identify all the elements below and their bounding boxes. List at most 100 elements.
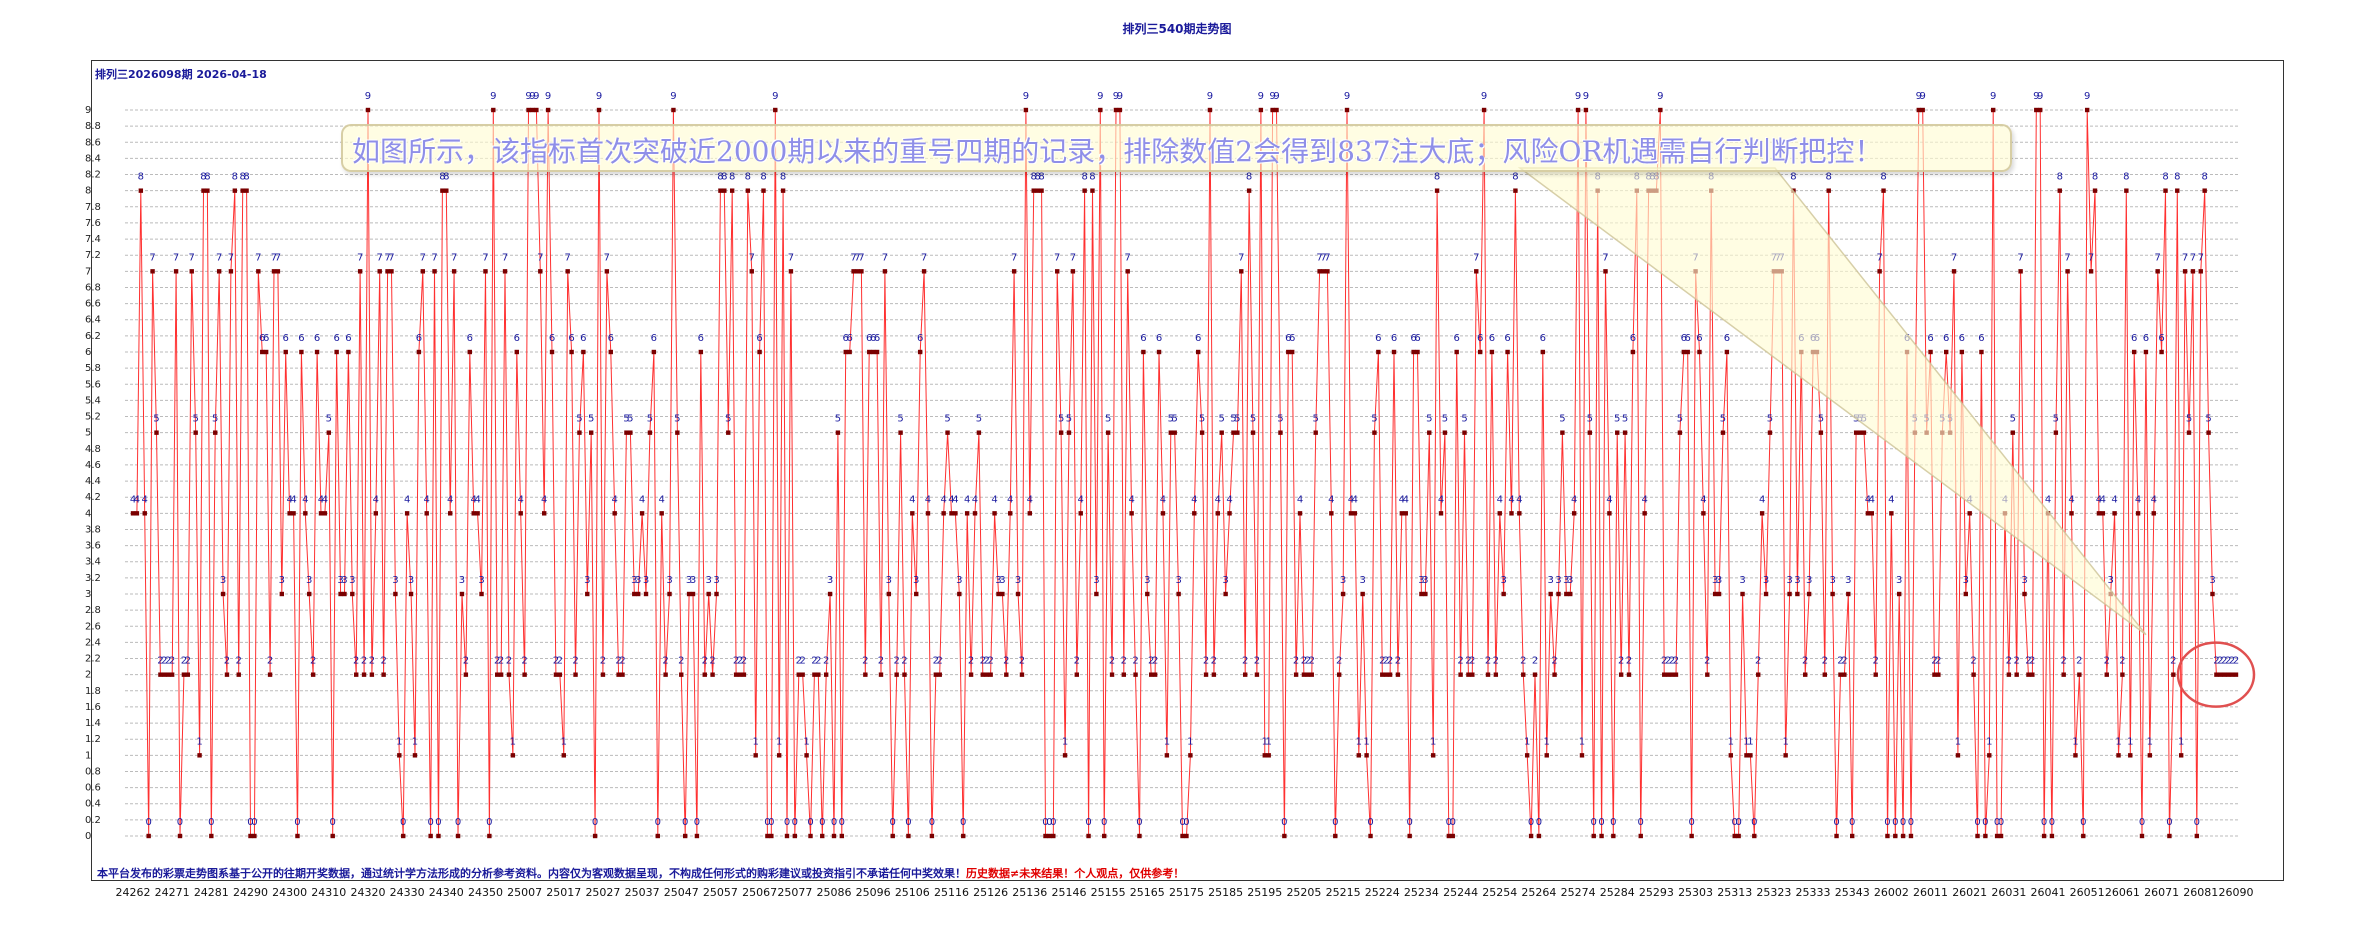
x-tick-label: 25165 xyxy=(1130,886,1165,899)
data-point xyxy=(1900,833,1906,839)
data-label: 2 xyxy=(878,656,884,667)
data-point xyxy=(2065,269,2070,274)
data-label: 2 xyxy=(1132,656,1138,667)
data-point xyxy=(1716,591,1722,597)
data-point xyxy=(1286,349,1291,355)
data-label: 1 xyxy=(776,736,782,747)
data-label: 3 xyxy=(459,575,465,586)
data-point xyxy=(271,269,277,274)
data-point xyxy=(718,188,723,193)
data-point xyxy=(545,107,551,113)
data-label: 7 xyxy=(2064,252,2070,263)
data-label: 6 xyxy=(345,333,351,344)
data-point xyxy=(361,672,367,677)
data-label: 3 xyxy=(1175,575,1181,586)
data-point xyxy=(2092,188,2098,193)
data-point xyxy=(1141,349,1146,355)
x-tick-label: 26051 xyxy=(2070,886,2105,899)
data-point xyxy=(377,269,382,274)
data-label: 2 xyxy=(236,656,242,667)
data-point xyxy=(914,591,919,597)
data-label: 6 xyxy=(259,333,265,344)
data-point xyxy=(1897,591,1902,597)
data-point xyxy=(330,833,335,839)
data-label: 9 xyxy=(533,91,539,102)
data-label: 4 xyxy=(404,494,410,505)
data-label: 6 xyxy=(1685,333,1691,344)
y-tick-label: 1.6 xyxy=(85,702,101,713)
data-point xyxy=(514,349,519,355)
data-point xyxy=(2147,753,2153,758)
data-point xyxy=(326,430,332,435)
data-label: 3 xyxy=(220,575,226,586)
data-label: 5 xyxy=(2010,414,2016,425)
data-label: 2 xyxy=(1873,656,1879,667)
data-label: 2 xyxy=(702,656,708,667)
data-label: 0 xyxy=(839,817,845,828)
data-point xyxy=(1626,672,1632,677)
data-point xyxy=(976,430,982,435)
data-label: 8 xyxy=(2123,172,2129,183)
data-point xyxy=(1019,672,1025,677)
data-point xyxy=(577,430,582,435)
data-point xyxy=(769,833,774,839)
y-tick-label: 3.6 xyxy=(85,541,101,552)
data-label: 2 xyxy=(1305,656,1311,667)
data-label: 4 xyxy=(2068,494,2074,505)
data-point xyxy=(1407,833,1412,839)
y-tick-label: 4 xyxy=(85,508,91,519)
data-point xyxy=(2143,349,2149,355)
data-label: 0 xyxy=(1982,817,1988,828)
data-point xyxy=(1184,833,1189,839)
data-point xyxy=(1532,672,1538,677)
data-label: 5 xyxy=(1058,414,1064,425)
data-point xyxy=(2120,672,2125,677)
data-label: 7 xyxy=(2198,252,2204,263)
data-label: 7 xyxy=(388,252,394,263)
data-point xyxy=(2014,672,2019,677)
data-point xyxy=(307,591,312,597)
data-label: 8 xyxy=(1038,172,1044,183)
data-point xyxy=(1583,107,1589,113)
x-tick-label: 25244 xyxy=(1443,886,1478,899)
data-label: 7 xyxy=(537,252,543,263)
data-point xyxy=(1963,591,1968,597)
data-label: 2 xyxy=(2104,656,2110,667)
data-point xyxy=(1536,833,1542,839)
data-label: 2 xyxy=(2014,656,2020,667)
y-tick-label: 5.8 xyxy=(85,363,101,374)
data-point xyxy=(491,107,496,113)
data-label: 3 xyxy=(690,575,696,586)
data-label: 4 xyxy=(948,494,954,505)
data-label: 2 xyxy=(553,656,559,667)
data-label: 6 xyxy=(1285,333,1291,344)
data-label: 6 xyxy=(314,333,320,344)
data-point xyxy=(557,672,563,677)
data-label: 4 xyxy=(2135,494,2141,505)
data-label: 3 xyxy=(999,575,1005,586)
data-label: 2 xyxy=(169,656,175,667)
data-label: 2 xyxy=(2006,656,2012,667)
data-label: 2 xyxy=(2170,656,2176,667)
data-label: 5 xyxy=(2186,414,2192,425)
data-point xyxy=(1685,349,1690,355)
data-label: 3 xyxy=(1144,575,1150,586)
x-tick-label: 25284 xyxy=(1600,886,1635,899)
data-point xyxy=(1795,591,1800,597)
x-tick-label: 25155 xyxy=(1091,886,1126,899)
data-label: 1 xyxy=(1743,736,1749,747)
data-point xyxy=(1822,672,1827,677)
data-label: 5 xyxy=(1767,414,1773,425)
data-label: 2 xyxy=(615,656,621,667)
data-label: 9 xyxy=(670,91,676,102)
data-point xyxy=(1826,188,1831,193)
data-point xyxy=(1293,672,1299,677)
data-label: 3 xyxy=(1739,575,1745,586)
data-point xyxy=(937,672,942,677)
x-tick-label: 24281 xyxy=(194,886,229,899)
y-tick-label: 6.6 xyxy=(85,299,101,310)
data-point xyxy=(745,188,751,193)
data-label: 2 xyxy=(1465,656,1471,667)
data-label: 4 xyxy=(474,494,480,505)
data-label: 4 xyxy=(518,494,524,505)
